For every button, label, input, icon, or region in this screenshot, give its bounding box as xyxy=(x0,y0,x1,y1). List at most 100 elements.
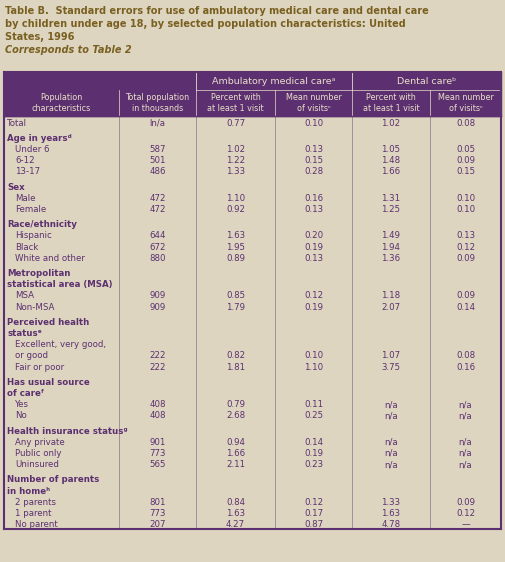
Text: Under 6: Under 6 xyxy=(15,145,49,154)
Text: 1.94: 1.94 xyxy=(381,243,400,252)
Text: 2.68: 2.68 xyxy=(226,411,245,420)
Text: 0.11: 0.11 xyxy=(304,400,323,409)
Text: 0.20: 0.20 xyxy=(304,232,323,241)
Text: 1.33: 1.33 xyxy=(226,167,245,176)
Text: Excellent, very good,: Excellent, very good, xyxy=(15,340,106,349)
Text: 587: 587 xyxy=(149,145,166,154)
Text: Yes: Yes xyxy=(15,400,29,409)
Text: 1.25: 1.25 xyxy=(381,205,400,214)
Text: 1.63: 1.63 xyxy=(226,232,245,241)
Text: 0.82: 0.82 xyxy=(226,351,245,360)
Text: n/a: n/a xyxy=(384,400,398,409)
Text: 0.09: 0.09 xyxy=(456,498,475,507)
Text: Mean number
of visitsᶜ: Mean number of visitsᶜ xyxy=(437,93,493,113)
Text: Fair or poor: Fair or poor xyxy=(15,362,64,371)
Text: Population
characteristics: Population characteristics xyxy=(32,93,91,113)
Text: Health insurance statusᵍ: Health insurance statusᵍ xyxy=(7,427,128,436)
Text: Percent with
at least 1 visit: Percent with at least 1 visit xyxy=(207,93,264,113)
Text: 0.10: 0.10 xyxy=(456,205,475,214)
Text: 4.27: 4.27 xyxy=(226,520,245,529)
Text: 2 parents: 2 parents xyxy=(15,498,56,507)
Text: 1.49: 1.49 xyxy=(381,232,400,241)
Text: 0.28: 0.28 xyxy=(304,167,323,176)
Text: 222: 222 xyxy=(149,351,166,360)
Text: 1.18: 1.18 xyxy=(381,292,400,301)
Text: 1.07: 1.07 xyxy=(381,351,400,360)
Text: 6-12: 6-12 xyxy=(15,156,35,165)
Text: 1.66: 1.66 xyxy=(381,167,400,176)
Text: 0.05: 0.05 xyxy=(456,145,475,154)
Text: MSA: MSA xyxy=(15,292,34,301)
Text: 1.31: 1.31 xyxy=(381,194,400,203)
Text: 1.63: 1.63 xyxy=(226,509,245,518)
Text: 0.79: 0.79 xyxy=(226,400,245,409)
Text: 0.08: 0.08 xyxy=(456,351,475,360)
Text: 1.05: 1.05 xyxy=(381,145,400,154)
Text: 0.13: 0.13 xyxy=(456,232,475,241)
Text: 501: 501 xyxy=(149,156,166,165)
Text: Male: Male xyxy=(15,194,35,203)
Text: 0.10: 0.10 xyxy=(304,351,323,360)
Text: 773: 773 xyxy=(149,449,166,458)
Text: 1.10: 1.10 xyxy=(226,194,245,203)
Text: Ambulatory medical careᵃ: Ambulatory medical careᵃ xyxy=(212,76,336,85)
Text: ln/a: ln/a xyxy=(149,119,166,128)
Text: 1.79: 1.79 xyxy=(226,302,245,311)
Text: 0.10: 0.10 xyxy=(456,194,475,203)
Text: 909: 909 xyxy=(149,302,166,311)
Text: or good: or good xyxy=(15,351,48,360)
Text: 0.12: 0.12 xyxy=(304,498,323,507)
Text: n/a: n/a xyxy=(459,438,472,447)
Text: 1 parent: 1 parent xyxy=(15,509,52,518)
Text: Percent with
at least 1 visit: Percent with at least 1 visit xyxy=(363,93,419,113)
Text: 1.95: 1.95 xyxy=(226,243,245,252)
Text: Age in yearsᵈ: Age in yearsᵈ xyxy=(7,134,72,143)
Text: Dental careᵇ: Dental careᵇ xyxy=(397,76,456,85)
Text: 1.63: 1.63 xyxy=(381,509,400,518)
Text: 0.25: 0.25 xyxy=(304,411,323,420)
Text: 1.66: 1.66 xyxy=(226,449,245,458)
Text: 0.13: 0.13 xyxy=(304,205,323,214)
Text: 222: 222 xyxy=(149,362,166,371)
Text: Total: Total xyxy=(7,119,27,128)
Text: 4.78: 4.78 xyxy=(381,520,400,529)
Text: Any private: Any private xyxy=(15,438,65,447)
Text: 0.19: 0.19 xyxy=(304,449,323,458)
Text: No: No xyxy=(15,411,27,420)
Text: 901: 901 xyxy=(149,438,166,447)
Text: 472: 472 xyxy=(149,205,166,214)
Text: 0.14: 0.14 xyxy=(304,438,323,447)
Text: in homeʰ: in homeʰ xyxy=(7,487,50,496)
Text: 13-17: 13-17 xyxy=(15,167,40,176)
Text: 1.10: 1.10 xyxy=(304,362,323,371)
Text: 0.12: 0.12 xyxy=(456,243,475,252)
Text: 0.77: 0.77 xyxy=(226,119,245,128)
Text: 909: 909 xyxy=(149,292,166,301)
Text: Hispanic: Hispanic xyxy=(15,232,52,241)
Text: n/a: n/a xyxy=(384,449,398,458)
Text: 1.22: 1.22 xyxy=(226,156,245,165)
Text: 0.09: 0.09 xyxy=(456,156,475,165)
Text: 0.09: 0.09 xyxy=(456,292,475,301)
Text: 0.13: 0.13 xyxy=(304,254,323,263)
Text: 0.84: 0.84 xyxy=(226,498,245,507)
Text: n/a: n/a xyxy=(459,449,472,458)
Text: 0.19: 0.19 xyxy=(304,302,323,311)
Text: 0.14: 0.14 xyxy=(456,302,475,311)
Text: 0.87: 0.87 xyxy=(304,520,323,529)
Text: 880: 880 xyxy=(149,254,166,263)
Text: Number of parents: Number of parents xyxy=(7,475,99,484)
Text: n/a: n/a xyxy=(384,438,398,447)
Text: 1.02: 1.02 xyxy=(381,119,400,128)
Text: 1.02: 1.02 xyxy=(226,145,245,154)
Text: Uninsured: Uninsured xyxy=(15,460,59,469)
Text: Sex: Sex xyxy=(7,183,25,192)
Text: 1.81: 1.81 xyxy=(226,362,245,371)
Bar xyxy=(4,72,501,90)
Text: statusᵉ: statusᵉ xyxy=(7,329,42,338)
Text: 0.16: 0.16 xyxy=(456,362,475,371)
Text: of careᶠ: of careᶠ xyxy=(7,389,44,398)
Text: Corresponds to Table 2: Corresponds to Table 2 xyxy=(5,45,132,55)
Text: 3.75: 3.75 xyxy=(381,362,400,371)
Text: 486: 486 xyxy=(149,167,166,176)
